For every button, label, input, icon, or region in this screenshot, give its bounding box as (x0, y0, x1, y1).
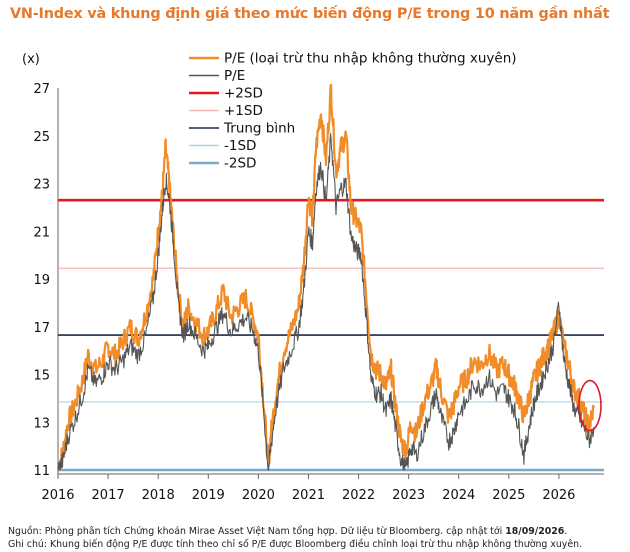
legend-label: +1SD (224, 103, 263, 119)
x-tick-label: 2016 (41, 488, 74, 503)
y-unit-label: (x) (22, 52, 40, 67)
x-tick-label: 2026 (542, 488, 575, 503)
source-date: 18/09/2026 (505, 526, 565, 537)
y-tick-label: 17 (33, 321, 50, 336)
x-tick-label: 2025 (492, 488, 525, 503)
x-tick-label: 2021 (292, 488, 325, 503)
x-tick-label: 2024 (442, 488, 475, 503)
x-tick-label: 2020 (242, 488, 275, 503)
note-footnote: Ghi chú: Khung biến động P/E được tính t… (8, 539, 583, 550)
x-tick-label: 2022 (342, 488, 375, 503)
x-tick-label: 2018 (142, 488, 175, 503)
valuation-bands (58, 198, 604, 472)
legend-label: -1SD (224, 138, 256, 154)
legend-label: Trung bình (223, 121, 295, 137)
pe-adjusted-line (56, 83, 596, 472)
x-tick-label: 2023 (392, 488, 425, 503)
chart-title: VN-Index và khung định giá theo mức biến… (10, 6, 610, 22)
y-tick-label: 19 (33, 273, 50, 288)
x-tick-label: 2017 (92, 488, 125, 503)
pe-line (57, 132, 595, 471)
y-tick-label: 13 (33, 416, 50, 431)
y-tick-label: 15 (33, 369, 50, 384)
legend: P/E (loại trừ thu nhập không thường xuyê… (189, 51, 517, 172)
y-tick-label: 27 (33, 82, 50, 97)
y-tick-label: 23 (33, 178, 50, 193)
x-tick-label: 2019 (192, 488, 225, 503)
pe-series (56, 83, 596, 472)
legend-label: P/E (224, 68, 245, 84)
source-text: Nguồn: Phòng phân tích Chứng khoán Mirae… (8, 526, 506, 537)
y-tick-label: 25 (33, 130, 50, 145)
legend-label: P/E (loại trừ thu nhập không thường xuyê… (224, 51, 517, 67)
y-tick-label: 11 (33, 464, 50, 479)
current-pe-highlight (578, 379, 602, 432)
source-suffix: . (564, 526, 568, 537)
legend-label: +2SD (224, 86, 263, 102)
legend-label: -2SD (224, 156, 256, 172)
source-footnote: Nguồn: Phòng phân tích Chứng khoán Mirae… (8, 526, 567, 537)
y-tick-label: 21 (33, 225, 50, 240)
axis-ticks: 11 13 15 17 19 21 23 25 27 2016 2017 2018 2019 2020 20… (33, 82, 575, 503)
